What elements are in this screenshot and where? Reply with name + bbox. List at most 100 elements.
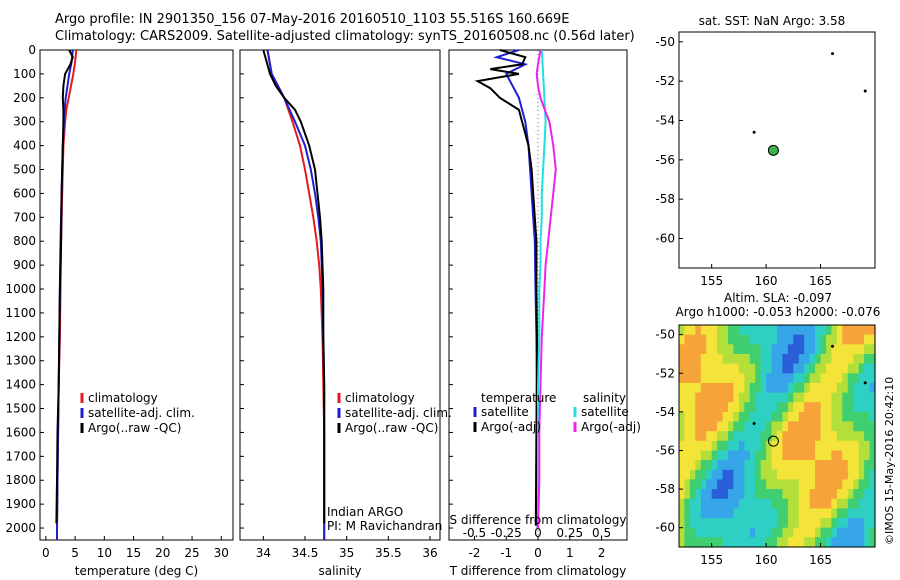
sla-cell xyxy=(722,373,729,384)
sla-cell xyxy=(755,373,762,384)
sla-cell xyxy=(853,460,860,471)
sla-cell xyxy=(809,440,816,452)
sla-cell xyxy=(793,363,800,374)
sla-cell xyxy=(842,508,849,519)
sla-cell xyxy=(706,411,713,423)
sla-cell xyxy=(728,489,734,500)
sla-cell xyxy=(869,392,876,403)
sla-cell xyxy=(733,363,740,374)
sla-cell xyxy=(738,498,745,509)
sla-cell xyxy=(728,431,734,442)
depth-tick-label: 1700 xyxy=(5,449,36,463)
sla-cell xyxy=(706,489,713,500)
salinity-series-argo-raw-qc- xyxy=(262,49,326,524)
sla-cell xyxy=(684,460,691,471)
sla-cell xyxy=(809,431,816,442)
sla-cell xyxy=(738,489,745,500)
sla-cell xyxy=(744,334,751,345)
sla-cell xyxy=(858,354,865,365)
sla-cell xyxy=(815,382,822,394)
sla-cell xyxy=(733,450,740,461)
sla-cell xyxy=(864,421,871,432)
sla_map-lat-tick-label: -52 xyxy=(655,366,675,380)
salinity-diff-label: S difference from climatology xyxy=(450,513,627,527)
sla-cell xyxy=(717,402,724,413)
sla-cell xyxy=(771,344,778,355)
differences-x-tick-label: -1 xyxy=(500,546,512,560)
sla-cell xyxy=(711,518,718,529)
sla-cell xyxy=(733,479,740,490)
sla-cell xyxy=(744,363,751,374)
sla-cell xyxy=(793,508,800,519)
sla-cell xyxy=(815,344,822,355)
sla-cell xyxy=(706,354,713,365)
sla-cell xyxy=(847,431,854,442)
sla-cell xyxy=(722,527,729,538)
sla-cell xyxy=(782,402,789,413)
sla-cell xyxy=(858,518,865,529)
sla-cell xyxy=(787,460,794,471)
sla-cell xyxy=(826,344,832,355)
sla-heatmap-cells xyxy=(679,325,876,548)
sla-cell xyxy=(787,363,794,374)
sla-cell xyxy=(749,382,756,394)
sla-cell xyxy=(771,392,778,403)
sla-cell xyxy=(798,537,805,548)
sla-cell xyxy=(853,411,860,423)
sla-cell xyxy=(831,469,838,481)
sla-cell xyxy=(809,508,816,519)
sla-cell xyxy=(700,325,707,336)
sla-cell xyxy=(842,518,849,529)
sla-cell xyxy=(787,537,794,548)
sla-cell xyxy=(793,479,800,490)
sla-cell xyxy=(744,469,751,481)
sla-cell xyxy=(700,508,707,519)
sla-cell xyxy=(804,334,811,345)
sla-cell xyxy=(804,450,811,461)
sla-cell xyxy=(700,402,707,413)
sla-cell xyxy=(722,537,729,548)
sla-cell xyxy=(787,498,794,509)
sla-cell xyxy=(695,440,702,452)
sla-cell xyxy=(711,479,718,490)
sla-cell xyxy=(760,489,767,500)
sla-cell xyxy=(700,537,707,548)
sla-cell xyxy=(711,508,718,519)
sla-cell xyxy=(689,402,696,413)
sla-cell xyxy=(684,450,691,461)
sla-cell xyxy=(695,450,702,461)
sla-cell xyxy=(733,537,740,548)
sla-cell xyxy=(804,392,811,403)
sla-cell xyxy=(766,450,773,461)
sla-cell xyxy=(847,469,854,481)
sla-cell xyxy=(728,460,734,471)
salinity-diff-tick-label: 0 xyxy=(534,526,542,540)
sla-cell xyxy=(864,431,871,442)
sla-cell xyxy=(695,325,702,336)
sla-cell xyxy=(782,440,789,452)
sla-cell xyxy=(787,518,794,529)
sla-cell xyxy=(744,325,751,336)
salinity-diff-tick-label: -0.5 xyxy=(463,526,486,540)
sla-cell xyxy=(679,489,685,500)
sla-cell xyxy=(777,392,783,403)
sla-cell xyxy=(738,431,745,442)
sla-cell xyxy=(858,402,865,413)
sla-cell xyxy=(749,402,756,413)
sla-cell xyxy=(749,460,756,471)
sla-cell xyxy=(771,537,778,548)
sla-cell xyxy=(793,392,800,403)
sla-cell xyxy=(815,518,822,529)
depth-tick-label: 100 xyxy=(13,67,36,81)
sla-cell xyxy=(777,334,783,345)
sla-cell xyxy=(804,489,811,500)
sla-cell xyxy=(809,334,816,345)
sla-cell xyxy=(679,325,685,336)
sla-cell xyxy=(700,450,707,461)
sla-cell xyxy=(858,479,865,490)
sla-cell xyxy=(815,373,822,384)
sla-cell xyxy=(842,363,849,374)
sst_map-frame xyxy=(678,31,876,269)
sla-cell xyxy=(771,382,778,394)
sla-cell xyxy=(820,334,827,345)
